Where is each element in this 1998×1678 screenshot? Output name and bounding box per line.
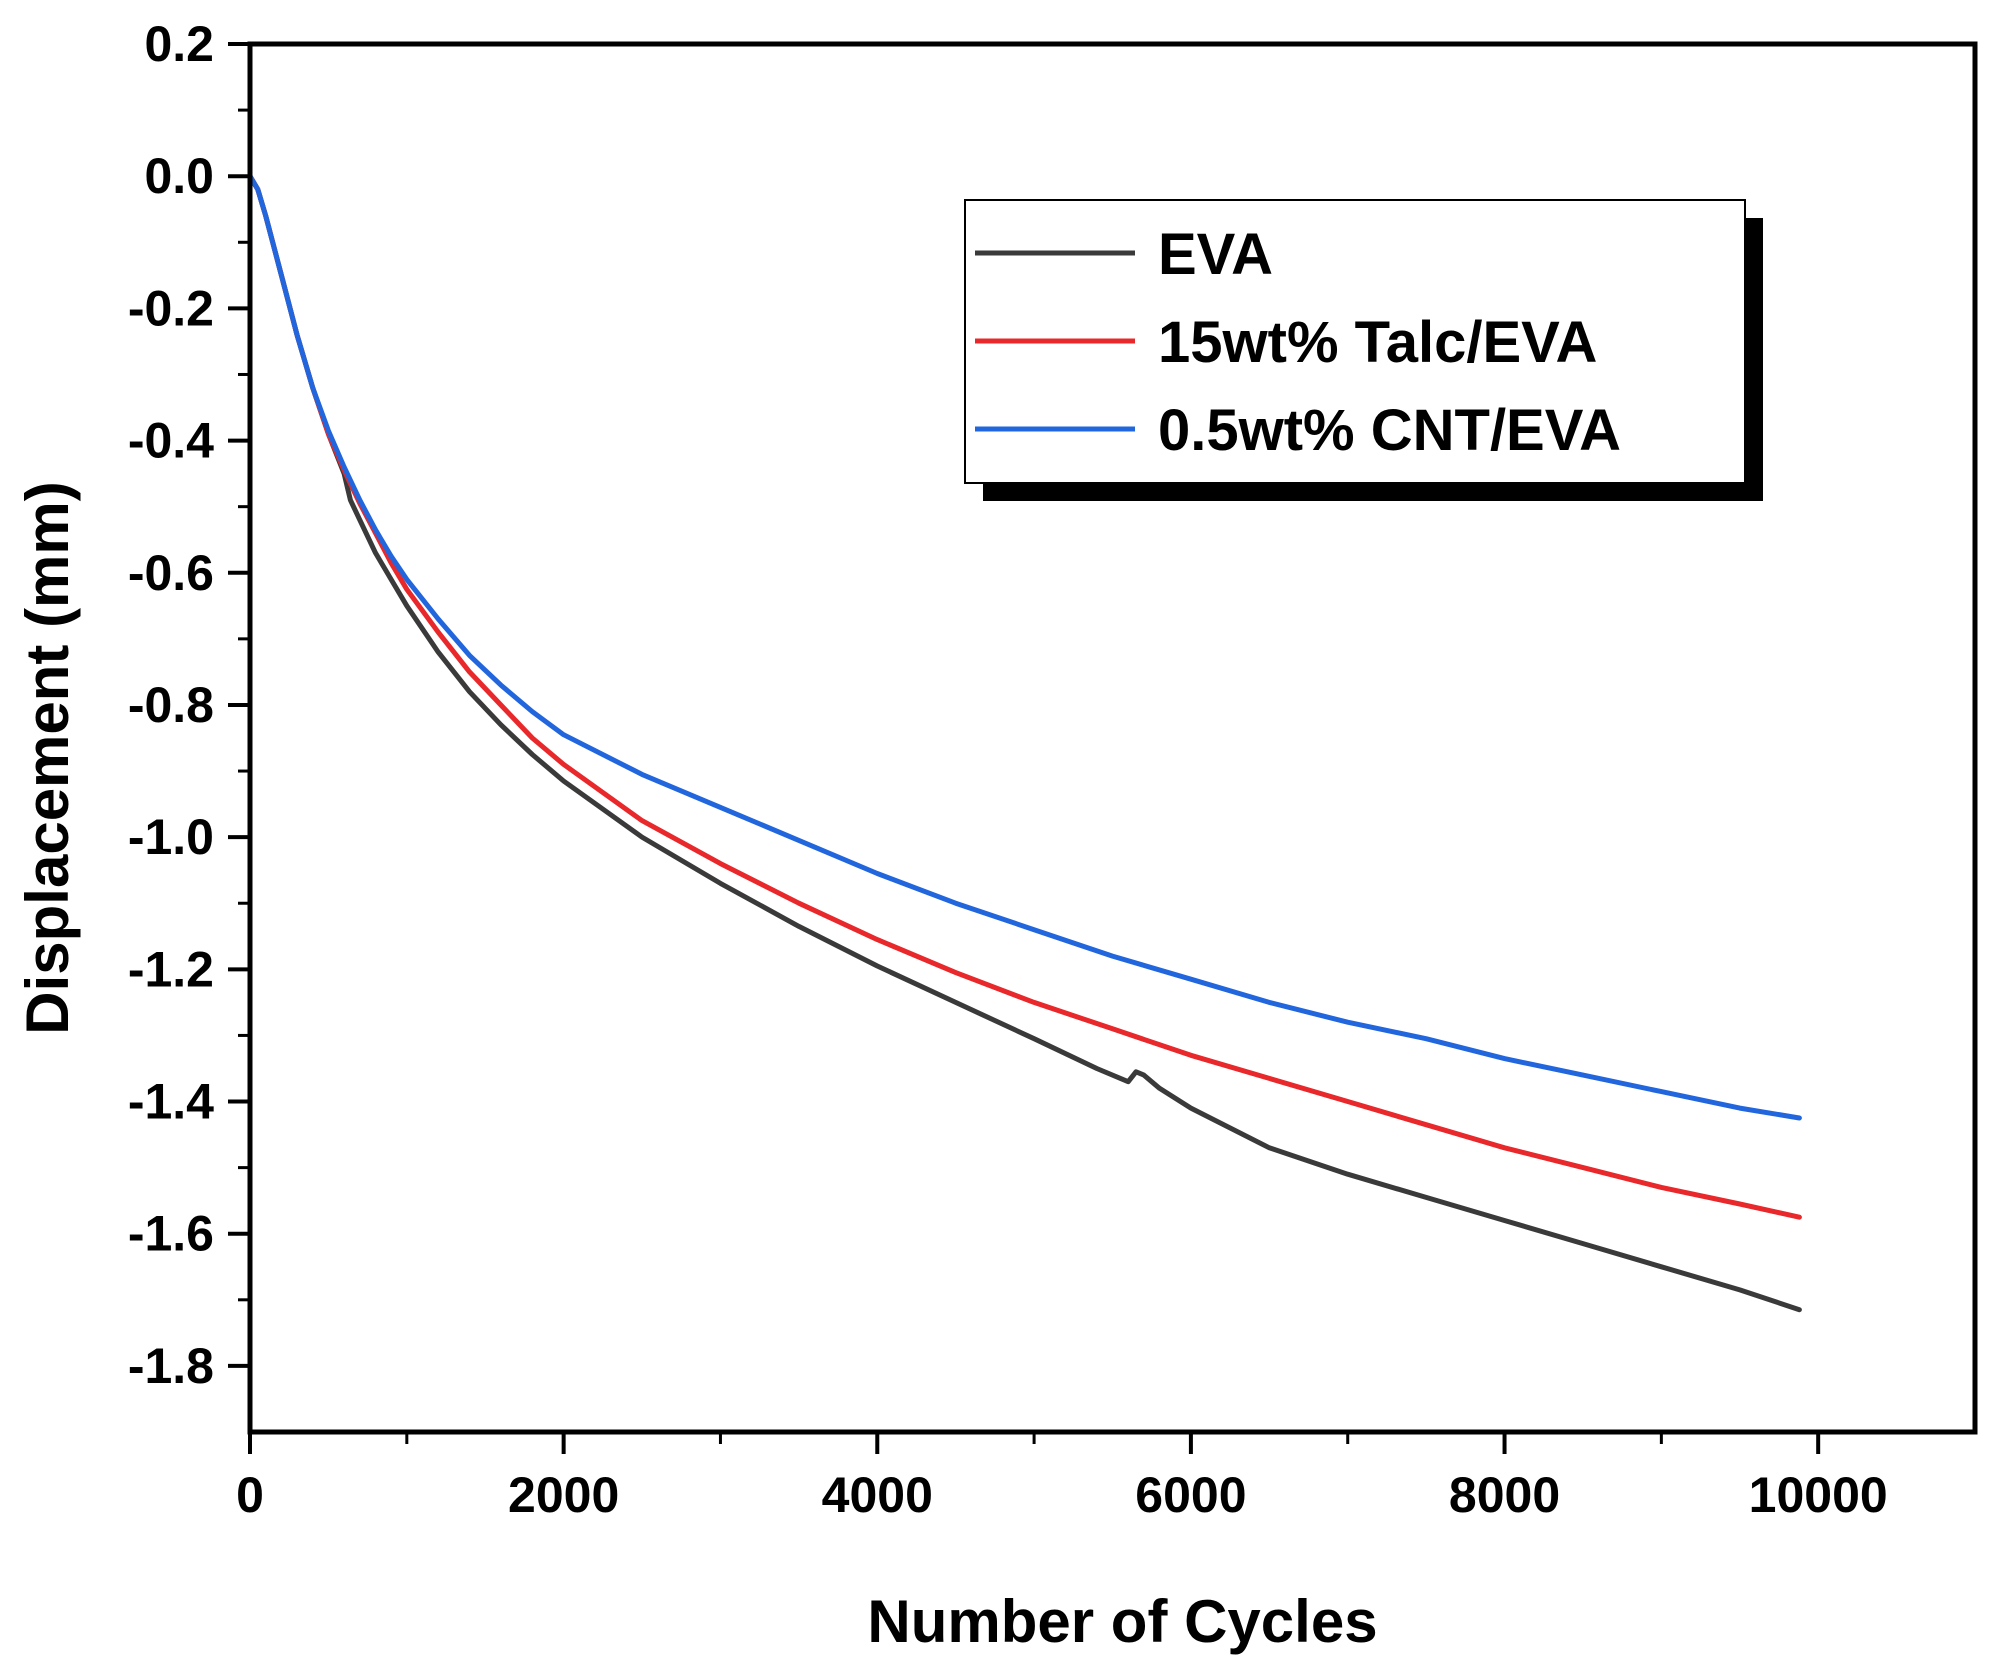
legend-label-2: 0.5wt% CNT/EVA (1158, 398, 1621, 463)
y-tick-label: -1.2 (128, 941, 214, 997)
y-tick-label: -0.2 (128, 280, 214, 336)
legend-label-0: EVA (1158, 222, 1273, 287)
x-tick-label: 8000 (1449, 1467, 1560, 1523)
y-tick-label: -0.4 (128, 413, 214, 469)
y-tick-label: -1.6 (128, 1206, 214, 1262)
series-line-2 (247, 173, 1802, 1121)
x-axis-title: Number of Cycles (867, 1588, 1377, 1655)
x-tick-label: 10000 (1749, 1467, 1888, 1523)
series-layer (247, 173, 1802, 1313)
y-tick-label: 0.2 (144, 16, 214, 72)
y-tick-label: -0.8 (128, 677, 214, 733)
y-axis-title: Displacement (mm) (14, 481, 81, 1034)
y-tick-label: -1.8 (128, 1338, 214, 1394)
legend: EVA 15wt% Talc/EVA 0.5wt% CNT/EVA (964, 199, 1763, 501)
y-tick-label: 0.0 (144, 148, 214, 204)
y-tick-label: -1.4 (128, 1074, 214, 1130)
x-tick-label: 6000 (1135, 1467, 1246, 1523)
y-tick-label: -1.0 (128, 809, 214, 865)
x-tick-label: 2000 (508, 1467, 619, 1523)
x-tick-label: 4000 (822, 1467, 933, 1523)
x-tick-label: 0 (236, 1467, 264, 1523)
ticks-layer: 0 2000 4000 6000 8000 10000 0.2 0.0 -0.2 -0.4 -0.6… (128, 16, 1888, 1523)
y-tick-label: -0.6 (128, 545, 214, 601)
plot-frame (247, 41, 1978, 1435)
legend-label-1: 15wt% Talc/EVA (1158, 310, 1597, 375)
